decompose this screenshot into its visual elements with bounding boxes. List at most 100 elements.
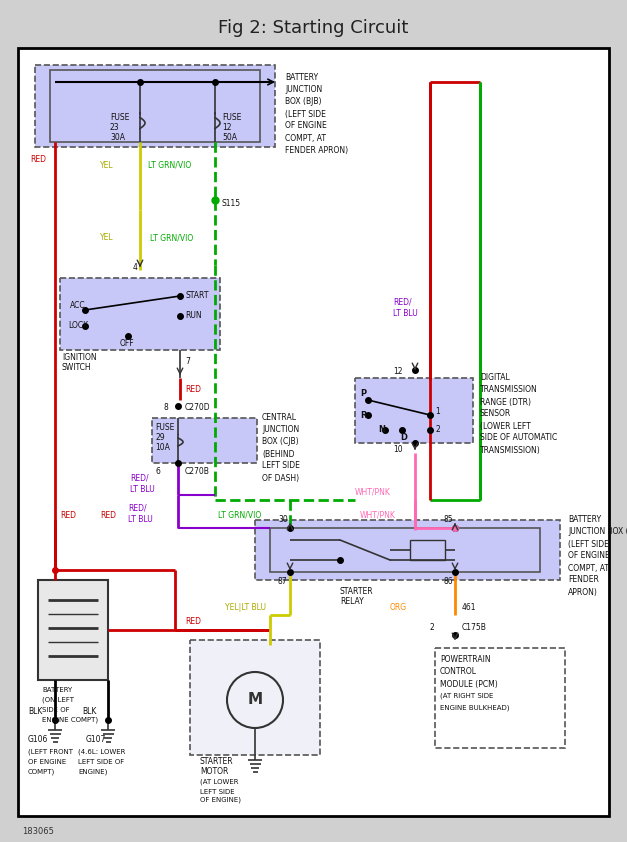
Bar	[35, 65, 275, 147]
Text: YEL|LT BLU: YEL|LT BLU	[225, 604, 266, 612]
Text: JUNCTION: JUNCTION	[285, 86, 322, 94]
Text: LEFT SIDE: LEFT SIDE	[200, 789, 234, 795]
Text: SENSOR: SENSOR	[480, 409, 511, 418]
Text: 461: 461	[462, 604, 477, 612]
Text: N: N	[378, 425, 385, 434]
Bar	[410, 540, 445, 560]
Text: RANGE (DTR): RANGE (DTR)	[480, 397, 531, 407]
Text: RED: RED	[100, 510, 116, 520]
Text: 23: 23	[110, 124, 120, 132]
Text: BLK: BLK	[82, 707, 97, 717]
Text: 87: 87	[278, 578, 288, 587]
Text: YEL: YEL	[100, 233, 113, 242]
Text: BATTERY: BATTERY	[568, 515, 601, 525]
Text: (LOWER LEFT: (LOWER LEFT	[480, 422, 530, 430]
Text: (LEFT FRONT: (LEFT FRONT	[28, 749, 73, 755]
Text: 30A: 30A	[110, 134, 125, 142]
Text: M: M	[248, 692, 263, 707]
Text: 2: 2	[430, 623, 435, 632]
Text: FUSE: FUSE	[155, 424, 174, 433]
Text: BATTERY: BATTERY	[285, 73, 318, 83]
Text: LT BLU: LT BLU	[393, 310, 418, 318]
Text: LEFT SIDE OF: LEFT SIDE OF	[78, 759, 124, 765]
Text: OFF: OFF	[120, 339, 135, 349]
Bar	[50, 70, 260, 142]
Text: STARTER: STARTER	[340, 588, 374, 596]
Text: 4: 4	[133, 264, 138, 273]
Text: 1: 1	[435, 408, 440, 417]
Text: 29: 29	[155, 434, 165, 443]
Text: Fig 2: Starting Circuit: Fig 2: Starting Circuit	[218, 19, 409, 37]
Text: TRANSMISSION): TRANSMISSION)	[480, 445, 540, 455]
Text: CENTRAL: CENTRAL	[262, 413, 297, 423]
Text: R: R	[360, 411, 367, 419]
Text: C270B: C270B	[185, 467, 210, 477]
Text: OF DASH): OF DASH)	[262, 473, 299, 482]
Text: FUSE: FUSE	[110, 114, 129, 122]
Text: 50A: 50A	[222, 134, 237, 142]
Text: 12: 12	[393, 367, 403, 376]
Text: RED/: RED/	[393, 297, 411, 306]
Text: COMPT, AT: COMPT, AT	[568, 563, 609, 573]
Text: BATTERY: BATTERY	[42, 687, 72, 693]
Text: IGNITION: IGNITION	[62, 354, 97, 363]
Text: JUNCTION BOX (BJB): JUNCTION BOX (BJB)	[568, 527, 627, 536]
Text: MOTOR: MOTOR	[200, 768, 228, 776]
Text: FUSE: FUSE	[222, 114, 241, 122]
Text: D: D	[400, 434, 407, 443]
Text: ENGINE): ENGINE)	[78, 769, 107, 775]
Text: CONTROL: CONTROL	[440, 668, 477, 676]
Text: ACC: ACC	[70, 301, 86, 310]
Text: RED/: RED/	[130, 473, 149, 482]
Text: RELAY: RELAY	[340, 598, 364, 606]
Text: BLK: BLK	[28, 707, 43, 717]
Text: 85: 85	[443, 515, 453, 525]
Bar	[270, 528, 540, 572]
Text: LT BLU: LT BLU	[130, 486, 155, 494]
Text: RED: RED	[30, 156, 46, 164]
Text: SIDE OF: SIDE OF	[42, 707, 70, 713]
Text: YEL: YEL	[100, 161, 113, 169]
Text: C270D: C270D	[185, 403, 211, 413]
Text: LT GRN/VIO: LT GRN/VIO	[218, 510, 261, 520]
Text: START: START	[185, 291, 209, 301]
Text: STARTER: STARTER	[200, 758, 234, 766]
Bar	[435, 648, 565, 748]
Text: RED: RED	[185, 386, 201, 395]
Text: 8: 8	[164, 403, 169, 413]
Text: FENDER APRON): FENDER APRON)	[285, 146, 348, 154]
Text: 6: 6	[155, 467, 160, 477]
Text: POWERTRAIN: POWERTRAIN	[440, 656, 490, 664]
Text: 30: 30	[278, 515, 288, 525]
Text: (LEFT SIDE: (LEFT SIDE	[568, 540, 609, 548]
Text: P: P	[360, 390, 366, 398]
Text: COMPT): COMPT)	[28, 769, 55, 775]
Text: MODULE (PCM): MODULE (PCM)	[440, 679, 498, 689]
Bar	[355, 378, 473, 443]
Text: OF ENGINE: OF ENGINE	[568, 552, 609, 561]
Text: 10: 10	[393, 445, 403, 455]
Text: (LEFT SIDE: (LEFT SIDE	[285, 109, 326, 119]
Text: BOX (BJB): BOX (BJB)	[285, 98, 322, 106]
Text: TRANSMISSION: TRANSMISSION	[480, 386, 538, 395]
Text: OF ENGINE: OF ENGINE	[285, 121, 327, 131]
Text: S115: S115	[222, 199, 241, 207]
Text: WHT/PNK: WHT/PNK	[360, 510, 396, 520]
Text: C175B: C175B	[462, 623, 487, 632]
Text: COMPT, AT: COMPT, AT	[285, 134, 326, 142]
Bar	[60, 278, 220, 350]
Text: (4.6L: LOWER: (4.6L: LOWER	[78, 749, 125, 755]
Text: SWITCH: SWITCH	[62, 364, 92, 372]
Text: LT BLU: LT BLU	[128, 515, 153, 525]
Text: G106: G106	[28, 736, 48, 744]
Text: (ON LEFT: (ON LEFT	[42, 696, 74, 703]
Text: 183065: 183065	[22, 828, 54, 836]
Text: RED/: RED/	[128, 504, 147, 513]
Text: JUNCTION: JUNCTION	[262, 425, 299, 434]
Text: 86: 86	[443, 578, 453, 587]
Text: LT GRN/VIO: LT GRN/VIO	[150, 233, 193, 242]
Text: DIGITAL: DIGITAL	[480, 374, 510, 382]
Text: (AT LOWER: (AT LOWER	[200, 779, 238, 786]
Text: 7: 7	[185, 358, 190, 366]
Text: G107: G107	[86, 736, 107, 744]
